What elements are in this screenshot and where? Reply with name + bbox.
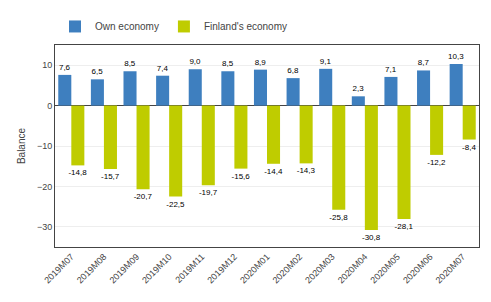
svg-text:Own economy: Own economy [95,21,159,32]
svg-text:2019M12: 2019M12 [205,252,239,286]
svg-text:7,6: 7,6 [59,63,71,72]
svg-text:2020M05: 2020M05 [368,252,402,286]
svg-text:-15,7: -15,7 [101,172,120,181]
svg-text:8,7: 8,7 [418,58,430,67]
svg-text:7,4: 7,4 [157,64,169,73]
svg-text:-14,3: -14,3 [297,166,316,175]
svg-text:2019M11: 2019M11 [173,252,206,285]
svg-text:-20,7: -20,7 [134,192,153,201]
svg-text:2020M02: 2020M02 [271,252,305,286]
svg-text:-15,6: -15,6 [232,172,251,181]
svg-text:6,5: 6,5 [92,67,104,76]
svg-text:7,1: 7,1 [385,65,397,74]
svg-text:Finland's economy: Finland's economy [204,21,287,32]
svg-text:10: 10 [42,60,52,70]
svg-text:-25,8: -25,8 [329,213,348,222]
svg-text:-22,5: -22,5 [166,200,185,209]
svg-text:2020M04: 2020M04 [336,252,370,286]
svg-text:2020M07: 2020M07 [434,252,468,286]
svg-text:−20: −20 [37,182,52,192]
svg-text:8,5: 8,5 [124,59,136,68]
svg-text:-12,2: -12,2 [427,158,446,167]
svg-text:2019M08: 2019M08 [75,252,109,286]
svg-text:2020M01: 2020M01 [238,252,272,286]
svg-text:−10: −10 [37,141,52,151]
svg-text:−30: −30 [37,222,52,232]
svg-text:2020M06: 2020M06 [401,252,435,286]
svg-text:9,1: 9,1 [320,57,332,66]
svg-text:-19,7: -19,7 [199,188,218,197]
svg-text:2019M07: 2019M07 [42,252,76,286]
svg-text:2019M10: 2019M10 [140,252,174,286]
svg-text:10,3: 10,3 [448,52,464,61]
svg-text:8,9: 8,9 [255,58,267,67]
svg-text:-14,4: -14,4 [264,167,283,176]
svg-text:-28,1: -28,1 [395,222,414,231]
svg-text:2019M09: 2019M09 [108,252,142,286]
svg-text:-14,8: -14,8 [68,168,87,177]
svg-text:6,8: 6,8 [287,66,299,75]
svg-text:2,3: 2,3 [352,84,364,93]
svg-text:2020M03: 2020M03 [303,252,337,286]
svg-text:0: 0 [47,101,52,111]
svg-text:-30,8: -30,8 [362,233,381,242]
svg-text:Balance: Balance [16,127,27,164]
svg-text:9,0: 9,0 [189,57,201,66]
svg-text:8,5: 8,5 [222,59,234,68]
svg-text:-8,4: -8,4 [462,143,476,152]
